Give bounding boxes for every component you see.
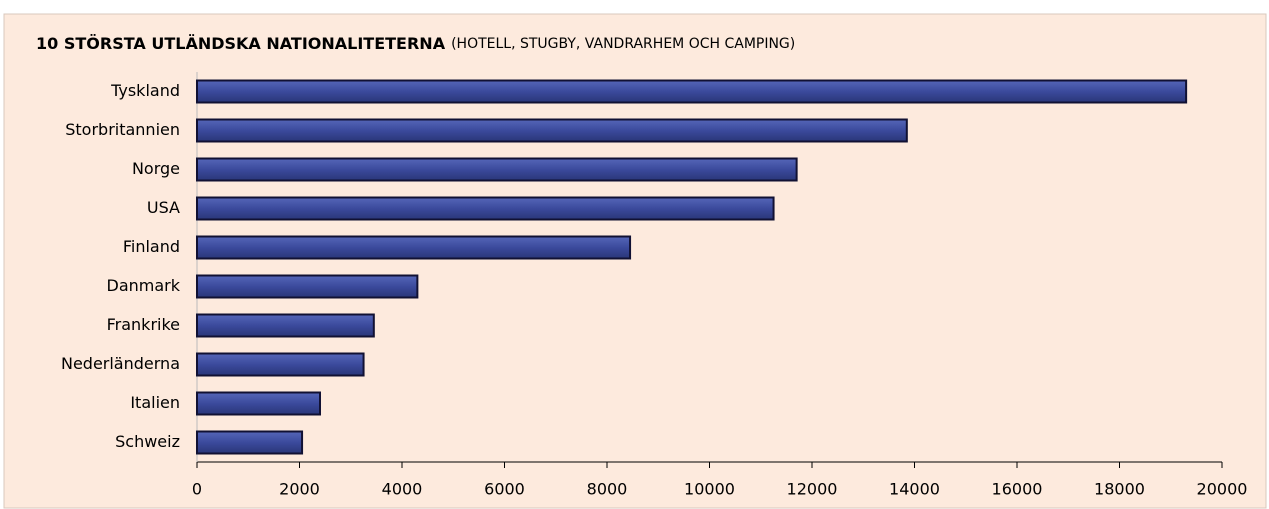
x-tick-label: 20000: [1197, 480, 1248, 499]
bar: [196, 79, 1188, 104]
bar: [196, 352, 365, 377]
bar: [196, 274, 419, 299]
bar: [196, 313, 375, 338]
bar: [196, 196, 775, 221]
x-tick-label: 10000: [684, 480, 735, 499]
y-tick-label: Italien: [130, 393, 180, 412]
chart-title-group: 10 STÖRSTA UTLÄNDSKA NATIONALITETERNA (HO…: [36, 34, 795, 53]
bar: [196, 391, 321, 416]
x-tick-label: 0: [192, 480, 202, 499]
y-tick-label: Norge: [132, 159, 180, 178]
bar: [196, 157, 798, 182]
x-tick-label: 4000: [382, 480, 423, 499]
y-tick-label: Nederländerna: [61, 354, 180, 373]
bar: [196, 430, 304, 455]
x-tick-label: 8000: [587, 480, 628, 499]
x-tick-label: 14000: [889, 480, 940, 499]
y-tick-label: Frankrike: [107, 315, 180, 334]
y-tick-label: Danmark: [107, 276, 181, 295]
chart-subtitle: (HOTELL, STUGBY, VANDRARHEM OCH CAMPING): [451, 36, 795, 52]
y-tick-label: USA: [147, 198, 180, 217]
x-tick-label: 6000: [484, 480, 525, 499]
x-tick-label: 2000: [279, 480, 320, 499]
x-tick-label: 18000: [1094, 480, 1145, 499]
y-tick-label: Storbritannien: [65, 120, 180, 139]
x-tick-label: 16000: [992, 480, 1043, 499]
y-tick-label: Schweiz: [115, 432, 180, 451]
bar: [196, 235, 632, 260]
chart-title: 10 STÖRSTA UTLÄNDSKA NATIONALITETERNA: [36, 34, 446, 53]
x-tick-label: 12000: [787, 480, 838, 499]
y-tick-label: Finland: [123, 237, 180, 256]
y-tick-label: Tyskland: [110, 81, 180, 100]
bar: [196, 118, 908, 143]
